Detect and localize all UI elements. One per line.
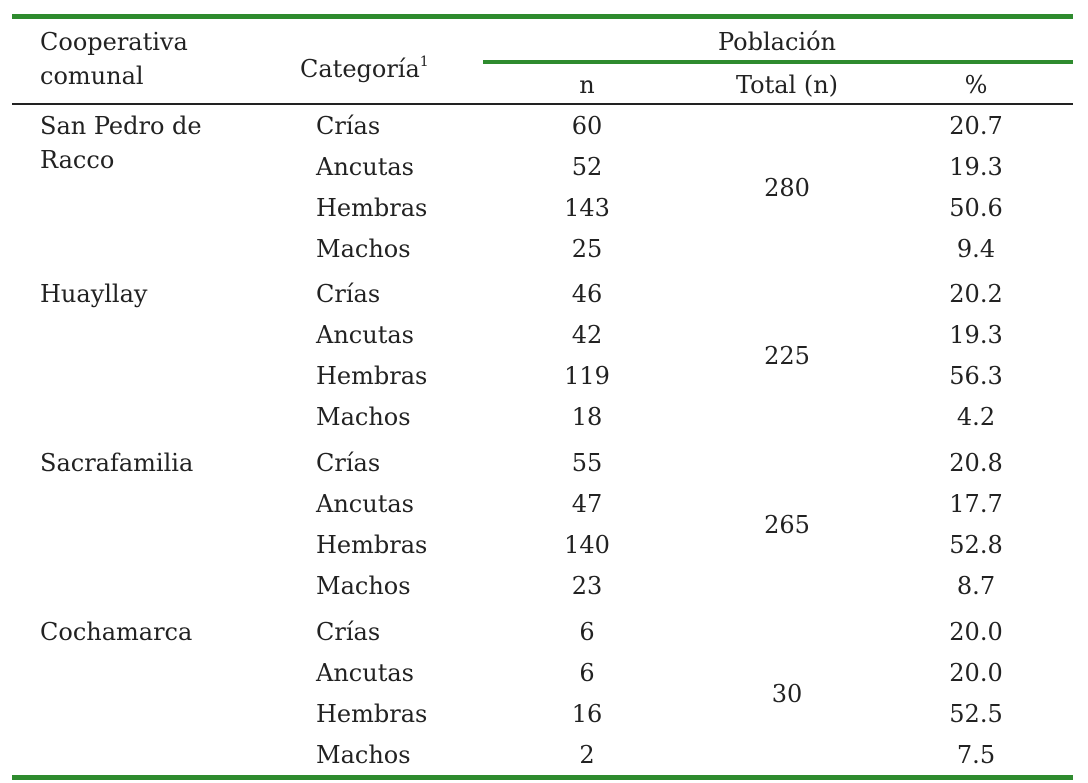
poblacion-rule [483, 60, 1073, 64]
row-categoria: Ancutas [316, 659, 414, 687]
row-categoria: Ancutas [316, 490, 414, 518]
row-n: 55 [571, 449, 603, 477]
row-n: 119 [564, 362, 610, 390]
row-n: 16 [571, 700, 603, 728]
cooperativa-name: Sacrafamilia [40, 449, 194, 477]
group-total: 30 [771, 679, 803, 708]
row-percent: 52.8 [949, 531, 1003, 559]
row-categoria: Machos [316, 235, 411, 263]
row-categoria: Crías [316, 449, 381, 477]
row-categoria: Machos [316, 741, 411, 769]
row-categoria: Hembras [316, 194, 428, 222]
row-n: 140 [564, 531, 610, 559]
row-n: 25 [571, 235, 603, 263]
row-categoria: Crías [316, 112, 381, 140]
cooperativa-name: Cochamarca [40, 618, 193, 646]
group-total: 280 [764, 173, 810, 202]
header-total: Total (n) [735, 71, 839, 99]
header-percent: % [964, 71, 988, 99]
bottom-rule [12, 775, 1073, 780]
row-n: 6 [579, 618, 595, 646]
cooperativa-name-line2: Racco [40, 146, 115, 174]
row-categoria: Ancutas [316, 321, 414, 349]
row-categoria: Crías [316, 618, 381, 646]
row-percent: 20.0 [949, 659, 1003, 687]
row-n: 46 [571, 280, 603, 308]
row-percent: 20.8 [949, 449, 1003, 477]
header-cooperativa-line2: comunal [40, 62, 144, 90]
row-categoria: Hembras [316, 700, 428, 728]
row-percent: 19.3 [949, 321, 1003, 349]
row-n: 60 [571, 112, 603, 140]
row-percent: 20.2 [949, 280, 1003, 308]
header-rule [12, 103, 1073, 105]
row-categoria: Hembras [316, 362, 428, 390]
row-n: 23 [571, 572, 603, 600]
row-percent: 56.3 [949, 362, 1003, 390]
row-n: 18 [571, 403, 603, 431]
row-percent: 8.7 [956, 572, 996, 600]
row-n: 143 [564, 194, 610, 222]
row-n: 52 [571, 153, 603, 181]
top-rule [12, 14, 1073, 19]
row-categoria: Hembras [316, 531, 428, 559]
cooperativa-name: San Pedro de [40, 112, 202, 140]
header-cooperativa-line1: Cooperativa [40, 28, 188, 56]
header-poblacion: Población [718, 28, 836, 56]
header-n: n [579, 71, 595, 99]
row-percent: 50.6 [949, 194, 1003, 222]
row-percent: 52.5 [949, 700, 1003, 728]
row-percent: 19.3 [949, 153, 1003, 181]
group-total: 225 [764, 341, 810, 370]
row-categoria: Ancutas [316, 153, 414, 181]
row-percent: 7.5 [956, 741, 996, 769]
row-percent: 17.7 [949, 490, 1003, 518]
row-percent: 20.0 [949, 618, 1003, 646]
row-percent: 4.2 [956, 403, 996, 431]
row-categoria: Machos [316, 403, 411, 431]
group-total: 265 [764, 510, 810, 539]
row-percent: 20.7 [949, 112, 1003, 140]
row-percent: 9.4 [956, 235, 996, 263]
row-n: 6 [579, 659, 595, 687]
row-n: 42 [571, 321, 603, 349]
row-categoria: Crías [316, 280, 381, 308]
row-n: 47 [571, 490, 603, 518]
row-categoria: Machos [316, 572, 411, 600]
header-categoria-label: Categoría [300, 55, 420, 83]
row-n: 2 [579, 741, 595, 769]
cooperativa-name: Huayllay [40, 280, 148, 308]
header-categoria-footnote: 1 [419, 54, 429, 70]
header-categoria: Categoría1 [300, 50, 429, 83]
